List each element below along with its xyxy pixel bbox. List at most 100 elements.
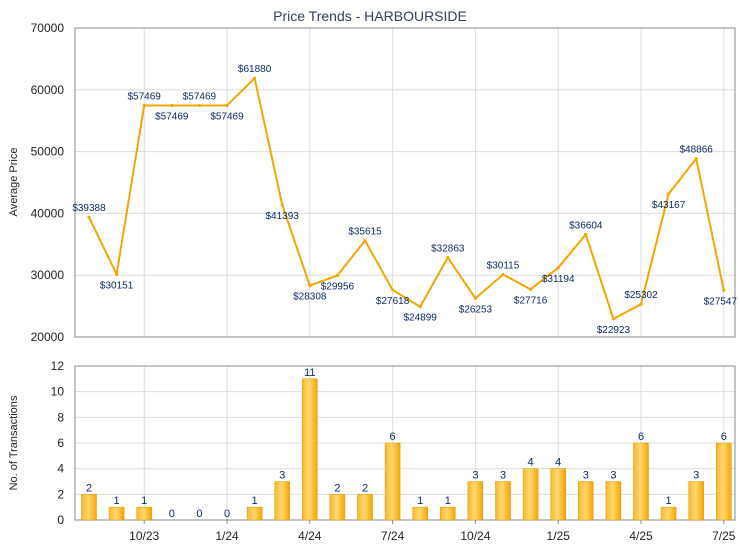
transactions-bar (550, 468, 566, 521)
transactions-bar (302, 378, 318, 521)
transactions-bar-label: 4 (528, 457, 534, 469)
price-chart-y-axis-label: Average Price (8, 148, 20, 217)
price-data-label: $57469 (183, 91, 217, 102)
price-data-label: $57469 (210, 111, 244, 122)
transactions-y-tick-label: 0 (57, 513, 64, 527)
price-y-tick-label: 30000 (31, 268, 65, 282)
transactions-bar-label: 6 (638, 431, 644, 443)
transactions-bar (440, 506, 456, 521)
price-data-label: $32863 (431, 244, 465, 255)
price-data-label: $48866 (680, 145, 714, 156)
price-data-label: $36604 (569, 220, 603, 231)
price-chart-plot-area (74, 27, 736, 338)
price-data-label: $27618 (376, 296, 410, 307)
transactions-bar (522, 468, 539, 521)
transactions-bar-label: 1 (445, 495, 451, 507)
price-data-point (584, 232, 588, 236)
transactions-bar-label: 1 (252, 495, 258, 507)
x-tick-label: 1/24 (215, 529, 239, 543)
transactions-bar-label: 11 (304, 367, 315, 379)
transactions-bar (384, 442, 401, 521)
price-data-label: $30151 (100, 280, 134, 291)
price-data-point (253, 76, 257, 80)
price-data-label: $41393 (266, 211, 300, 222)
transactions-y-tick-label: 6 (57, 436, 64, 450)
price-data-point (694, 157, 698, 161)
price-data-point (280, 203, 284, 207)
price-data-label: $27547 (704, 296, 738, 307)
price-chart-y-ticks: 20000 30000 40000 50000 60000 70000 (31, 21, 65, 344)
transactions-bar-label: 3 (279, 470, 285, 482)
price-data-label: $28308 (293, 292, 327, 303)
transactions-bar-label: 2 (86, 482, 92, 494)
transactions-chart-y-ticks: 0 2 4 6 8 10 12 (51, 359, 65, 527)
transactions-bar-label: 3 (693, 470, 699, 482)
price-data-label: $57469 (155, 111, 189, 122)
price-data-label: $22923 (597, 325, 631, 336)
x-tick-label: 7/24 (381, 529, 405, 543)
price-data-labels: $39388 $30151 $57469 $57469 $57469 $57469 $618… (72, 64, 737, 336)
price-data-point (529, 287, 533, 291)
transactions-y-tick-label: 2 (57, 487, 64, 501)
transactions-bar-label: 4 (555, 457, 561, 469)
transactions-chart-plot-area (74, 365, 736, 521)
transactions-bar (578, 481, 594, 521)
price-data-point (556, 266, 560, 270)
x-tick-label: 10/24 (460, 529, 490, 543)
price-series-line (88, 77, 725, 320)
transactions-bar-label: 6 (390, 431, 396, 443)
transactions-bar-label: 2 (362, 482, 368, 494)
price-data-label: $43167 (652, 200, 686, 211)
transactions-bar-label: 0 (169, 508, 175, 520)
transactions-bar-label: 3 (610, 470, 616, 482)
price-data-point (722, 288, 726, 292)
x-tick-label: 4/25 (629, 529, 653, 543)
transactions-bar (108, 506, 125, 521)
transactions-bar (605, 481, 622, 521)
price-data-point (611, 317, 616, 321)
transactions-bar-label: 1 (417, 495, 423, 507)
transactions-bar (412, 506, 428, 521)
transactions-bar-label: 2 (334, 482, 340, 494)
price-data-label: $39388 (72, 203, 106, 214)
transactions-chart-x-ticks: 10/23 1/24 4/24 7/24 10/24 1/25 4/25 7/25 (129, 520, 736, 543)
price-data-point (170, 103, 174, 108)
transactions-bar (136, 506, 152, 521)
transactions-bar-label: 1 (666, 495, 672, 507)
price-data-point (335, 273, 339, 278)
price-data-point (225, 103, 229, 108)
price-data-label: $35615 (348, 226, 382, 237)
price-data-label: $61880 (238, 64, 272, 75)
transactions-bar-label: 3 (472, 470, 478, 482)
transactions-bar (274, 481, 290, 521)
transactions-bar (246, 506, 263, 521)
price-data-point (501, 272, 505, 277)
transactions-bar (716, 442, 732, 521)
transactions-bar (81, 494, 97, 521)
transactions-bar-label: 0 (224, 508, 230, 520)
price-data-point (197, 103, 201, 108)
price-data-label: $25302 (624, 290, 658, 301)
price-data-point (308, 284, 312, 288)
chart-title: Price Trends - HARBOURSIDE (273, 8, 467, 24)
transactions-y-tick-label: 10 (51, 385, 65, 399)
transactions-bar (495, 481, 511, 521)
price-data-point (142, 103, 146, 108)
x-tick-label: 7/25 (712, 529, 736, 543)
x-tick-label: 4/24 (298, 529, 322, 543)
price-data-point (391, 288, 395, 292)
price-data-label: $27716 (514, 295, 548, 306)
price-data-point (363, 238, 367, 243)
price-data-point (639, 302, 643, 306)
price-data-point (473, 296, 477, 300)
transactions-bar-label: 3 (500, 470, 506, 482)
transactions-bar-label: 3 (583, 470, 589, 482)
price-data-point (87, 215, 91, 219)
transactions-bar (357, 494, 373, 521)
transactions-bar-label: 1 (141, 495, 147, 507)
transactions-bar (633, 442, 649, 521)
price-data-point (667, 192, 671, 196)
transactions-chart-y-axis-label: No. of Transactions (8, 395, 20, 490)
transactions-bar (467, 481, 484, 521)
